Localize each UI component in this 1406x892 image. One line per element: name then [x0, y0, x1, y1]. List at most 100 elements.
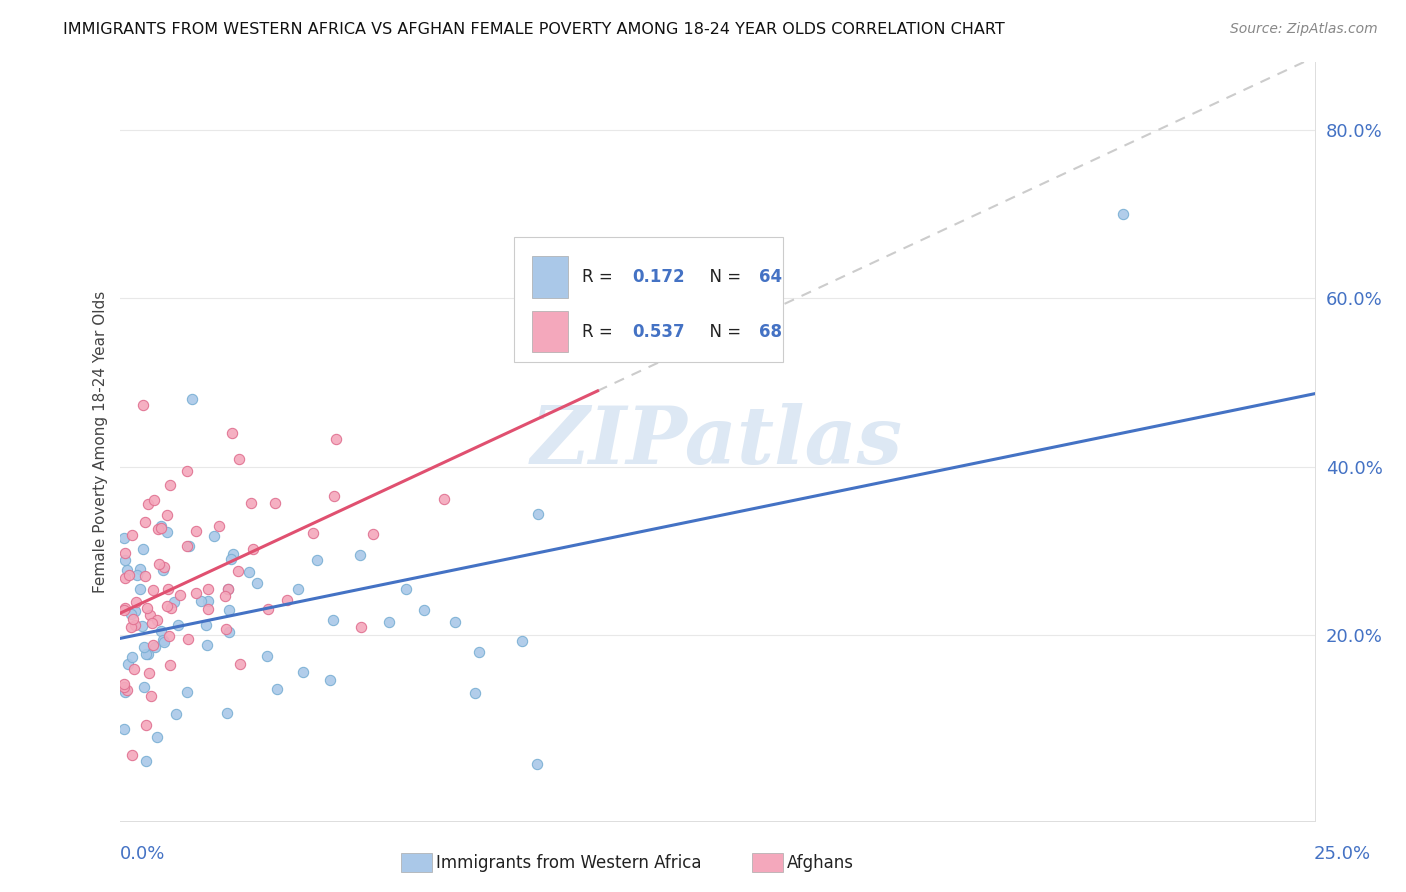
- Point: [117, 683, 139, 698]
- Text: Immigrants from Western Africa: Immigrants from Western Africa: [436, 854, 702, 871]
- Point: [217, 582, 239, 596]
- Point: [121, 748, 143, 763]
- Point: [676, 291, 699, 305]
- Point: [136, 600, 159, 615]
- Point: [215, 706, 238, 720]
- Point: [246, 575, 269, 590]
- Point: [142, 639, 165, 653]
- Point: [157, 630, 180, 644]
- Y-axis label: Female Poverty Among 18-24 Year Olds: Female Poverty Among 18-24 Year Olds: [93, 291, 108, 592]
- Point: [163, 595, 186, 609]
- Point: [128, 582, 150, 596]
- Point: [142, 582, 165, 597]
- Point: [221, 426, 243, 441]
- Point: [114, 685, 136, 699]
- Point: [214, 589, 236, 603]
- Point: [197, 582, 219, 597]
- Point: [132, 542, 155, 557]
- Point: [159, 658, 181, 673]
- Point: [142, 492, 165, 507]
- Point: [181, 392, 204, 406]
- Text: ZIPatlas: ZIPatlas: [531, 403, 903, 480]
- Point: [138, 665, 160, 680]
- Point: [155, 524, 177, 539]
- Point: [194, 618, 217, 632]
- Point: [112, 677, 135, 691]
- Point: [124, 618, 146, 632]
- Point: [238, 565, 260, 579]
- Text: Source: ZipAtlas.com: Source: ZipAtlas.com: [1230, 22, 1378, 37]
- Point: [349, 549, 371, 563]
- Point: [322, 613, 344, 627]
- Point: [122, 612, 145, 626]
- Text: 25.0%: 25.0%: [1313, 846, 1371, 863]
- Point: [1112, 207, 1135, 221]
- FancyBboxPatch shape: [531, 310, 568, 352]
- Point: [117, 657, 139, 672]
- Point: [114, 546, 136, 560]
- Point: [377, 615, 399, 629]
- Point: [215, 623, 238, 637]
- Text: N =: N =: [699, 268, 747, 286]
- Point: [169, 587, 191, 601]
- Point: [135, 755, 157, 769]
- Point: [135, 647, 157, 661]
- Point: [114, 571, 136, 585]
- Point: [122, 662, 145, 676]
- Text: 64: 64: [759, 268, 782, 286]
- Point: [146, 730, 169, 744]
- Point: [190, 593, 212, 607]
- Point: [319, 673, 342, 687]
- Point: [159, 478, 181, 492]
- Point: [118, 567, 141, 582]
- Point: [157, 582, 180, 596]
- Point: [197, 594, 219, 608]
- Point: [136, 647, 159, 661]
- FancyBboxPatch shape: [531, 256, 568, 298]
- Point: [160, 600, 183, 615]
- Point: [127, 568, 149, 582]
- Point: [197, 601, 219, 615]
- Point: [148, 522, 170, 536]
- Point: [121, 528, 143, 542]
- Point: [526, 756, 548, 771]
- Point: [229, 657, 252, 671]
- Text: N =: N =: [699, 323, 747, 341]
- Point: [195, 638, 218, 652]
- Point: [114, 553, 136, 567]
- Point: [443, 615, 465, 629]
- Point: [156, 508, 179, 523]
- Point: [433, 491, 456, 506]
- Point: [221, 547, 243, 561]
- Point: [149, 519, 172, 533]
- Point: [361, 527, 384, 541]
- Point: [128, 562, 150, 576]
- Point: [150, 521, 173, 535]
- Text: R =: R =: [582, 268, 619, 286]
- Point: [292, 665, 315, 680]
- Point: [124, 604, 146, 618]
- Point: [152, 563, 174, 577]
- Point: [120, 607, 142, 622]
- Point: [112, 603, 135, 617]
- FancyBboxPatch shape: [515, 236, 783, 362]
- Point: [287, 582, 309, 596]
- Point: [395, 582, 418, 596]
- Point: [468, 645, 491, 659]
- Point: [132, 680, 155, 694]
- Point: [131, 619, 153, 633]
- Point: [256, 649, 278, 664]
- Point: [240, 496, 263, 510]
- Point: [152, 559, 174, 574]
- Point: [276, 593, 298, 607]
- Point: [153, 635, 176, 649]
- Point: [141, 616, 163, 631]
- Point: [149, 624, 172, 638]
- Point: [156, 599, 179, 613]
- Point: [221, 551, 243, 566]
- Point: [135, 718, 157, 732]
- Point: [257, 601, 280, 615]
- Point: [184, 524, 207, 539]
- Text: R =: R =: [582, 323, 619, 341]
- Point: [527, 508, 550, 522]
